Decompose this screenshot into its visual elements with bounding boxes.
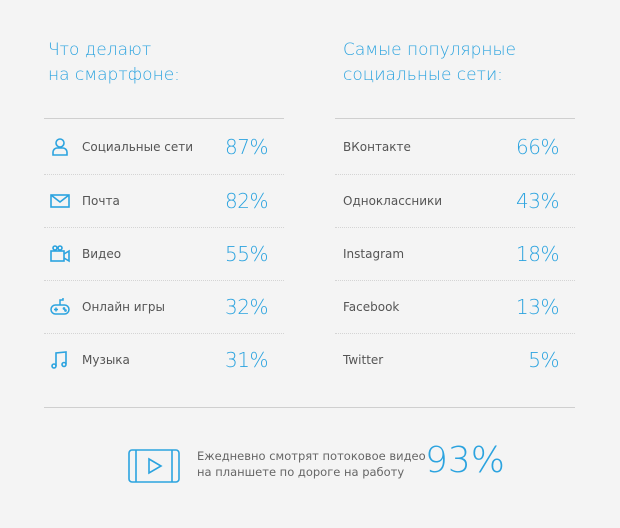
left-title: Что делают на смартфоне: xyxy=(48,38,180,88)
item-label: Видео xyxy=(82,247,122,261)
list-item: Instagram 18% xyxy=(335,228,575,281)
item-value: 32% xyxy=(225,295,268,319)
mail-icon xyxy=(50,194,70,208)
item-label: Одноклассники xyxy=(343,194,443,208)
list-item: Почта 82% xyxy=(44,175,284,228)
list-item: ВКонтакте 66% xyxy=(335,119,575,175)
right-title: Самые популярные социальные сети: xyxy=(343,38,516,88)
social-networks-list: ВКонтакте 66% Одноклассники 43% Instagram 1… xyxy=(335,118,575,386)
item-value: 66% xyxy=(516,134,559,159)
list-item: Социальные сети 87% xyxy=(44,119,284,175)
item-value: 18% xyxy=(516,242,559,266)
item-value: 13% xyxy=(516,295,559,319)
item-value: 87% xyxy=(225,134,268,159)
item-label: ВКонтакте xyxy=(343,139,411,154)
left-title-line1: Что делают xyxy=(48,40,152,60)
video-camera-icon xyxy=(50,245,70,263)
music-note-icon xyxy=(51,351,67,369)
list-item: Facebook 13% xyxy=(335,281,575,334)
item-label: Facebook xyxy=(343,300,400,314)
right-title-line2: социальные сети: xyxy=(343,65,503,85)
item-value: 43% xyxy=(516,189,559,213)
divider xyxy=(44,407,575,408)
item-label: Почта xyxy=(82,194,120,208)
list-item: Онлайн игры 32% xyxy=(44,281,284,334)
item-label: Instagram xyxy=(343,247,405,261)
list-item: Музыка 31% xyxy=(44,334,284,386)
tablet-play-icon xyxy=(128,449,180,483)
user-icon xyxy=(52,137,68,156)
item-value: 5% xyxy=(528,348,559,372)
item-label: Социальные сети xyxy=(82,139,194,154)
item-label: Онлайн игры xyxy=(82,300,165,314)
item-label: Музыка xyxy=(82,353,130,367)
footer-line1: Ежедневно смотрят потоковое видео xyxy=(197,449,426,463)
footer-text: Ежедневно смотрят потоковое видео на план… xyxy=(197,448,426,480)
item-value: 55% xyxy=(225,242,268,266)
smartphone-usage-list: Социальные сети 87% Почта 82% Видео 55% … xyxy=(44,118,284,386)
footer-line2: на планшете по дороге на работу xyxy=(197,465,405,479)
list-item: Одноклассники 43% xyxy=(335,175,575,228)
right-title-line1: Самые популярные xyxy=(343,40,516,60)
gamepad-icon xyxy=(50,298,70,315)
left-title-line2: на смартфоне: xyxy=(48,65,180,85)
item-label: Twitter xyxy=(343,353,384,367)
list-item: Twitter 5% xyxy=(335,334,575,386)
item-value: 31% xyxy=(225,348,268,372)
item-value: 82% xyxy=(225,189,268,213)
footer-value: 93% xyxy=(425,440,506,481)
list-item: Видео 55% xyxy=(44,228,284,281)
